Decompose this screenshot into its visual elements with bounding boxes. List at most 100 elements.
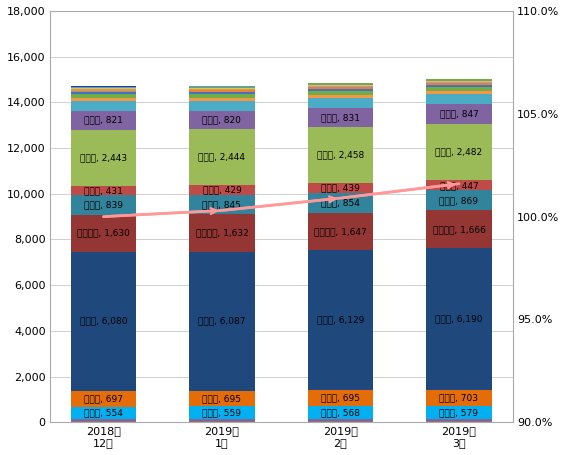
Bar <box>426 210 492 248</box>
Text: 神奈川県, 1,630: 神奈川県, 1,630 <box>77 229 130 238</box>
Bar <box>189 390 255 406</box>
Bar <box>426 87 492 91</box>
Text: 神奈川県, 1,666: 神奈川県, 1,666 <box>432 225 486 234</box>
Bar <box>308 183 373 193</box>
Bar <box>71 186 136 195</box>
Text: 千葉県, 697: 千葉県, 697 <box>84 394 123 403</box>
Bar <box>71 111 136 130</box>
Bar <box>308 86 373 87</box>
Bar <box>71 195 136 215</box>
Text: 京都府, 447: 京都府, 447 <box>440 181 478 190</box>
Bar <box>71 391 136 407</box>
Bar <box>71 421 136 422</box>
Bar <box>308 84 373 85</box>
Bar <box>189 185 255 195</box>
Bar <box>426 83 492 85</box>
Text: 神奈川県, 1,632: 神奈川県, 1,632 <box>195 228 248 238</box>
Text: 大阪府, 2,443: 大阪府, 2,443 <box>80 153 127 162</box>
Bar <box>189 129 255 185</box>
Bar <box>308 419 373 420</box>
Bar <box>71 95 136 98</box>
Bar <box>189 111 255 129</box>
Text: 千葉県, 703: 千葉県, 703 <box>440 394 478 402</box>
Text: 兵庫県, 831: 兵庫県, 831 <box>321 113 360 122</box>
Text: 埼玉県, 579: 埼玉県, 579 <box>440 408 478 417</box>
Bar <box>189 406 255 419</box>
Text: 京都府, 431: 京都府, 431 <box>84 186 123 195</box>
Bar <box>71 130 136 186</box>
Text: 兵庫県, 820: 兵庫県, 820 <box>203 116 241 124</box>
Bar <box>189 86 255 87</box>
Bar <box>308 108 373 127</box>
Bar <box>189 92 255 94</box>
Text: 兵庫県, 821: 兵庫県, 821 <box>84 116 123 125</box>
Bar <box>426 80 492 81</box>
Text: 千葉県, 695: 千葉県, 695 <box>203 394 242 403</box>
Bar <box>426 82 492 83</box>
Bar <box>71 98 136 101</box>
Bar <box>308 421 373 422</box>
Bar <box>71 92 136 95</box>
Text: 京都府, 429: 京都府, 429 <box>203 186 241 194</box>
Text: 愛知県, 854: 愛知県, 854 <box>321 198 360 207</box>
Bar <box>426 406 492 419</box>
Bar <box>426 94 492 104</box>
Text: 愛知県, 839: 愛知県, 839 <box>84 201 123 209</box>
Bar <box>71 101 136 111</box>
Bar <box>189 101 255 111</box>
Bar <box>308 87 373 89</box>
Text: 埼玉県, 559: 埼玉県, 559 <box>203 409 242 417</box>
Bar <box>308 406 373 419</box>
Bar <box>308 212 373 250</box>
Text: 愛知県, 845: 愛知県, 845 <box>203 200 241 209</box>
Bar <box>426 79 492 80</box>
Bar <box>189 421 255 422</box>
Bar <box>426 420 492 421</box>
Text: 東京都, 6,190: 東京都, 6,190 <box>435 314 483 324</box>
Text: 京都府, 439: 京都府, 439 <box>321 183 360 192</box>
Text: 神奈川県, 1,647: 神奈川県, 1,647 <box>314 227 367 236</box>
Text: 千葉県, 695: 千葉県, 695 <box>321 394 360 403</box>
Text: 東京都, 6,087: 東京都, 6,087 <box>198 317 246 326</box>
Text: 兵庫県, 847: 兵庫県, 847 <box>440 109 478 118</box>
Bar <box>426 421 492 422</box>
Bar <box>71 215 136 252</box>
Bar <box>308 390 373 406</box>
Bar <box>71 90 136 91</box>
Text: 埼玉県, 568: 埼玉県, 568 <box>321 408 360 417</box>
Text: 大阪府, 2,482: 大阪府, 2,482 <box>435 147 483 157</box>
Bar <box>308 91 373 95</box>
Bar <box>189 214 255 252</box>
Bar <box>189 420 255 421</box>
Text: 大阪府, 2,444: 大阪府, 2,444 <box>199 153 246 162</box>
Bar <box>71 420 136 421</box>
Bar <box>189 252 255 390</box>
Text: 東京都, 6,129: 東京都, 6,129 <box>317 316 364 325</box>
Bar <box>189 195 255 214</box>
Text: 愛知県, 869: 愛知県, 869 <box>440 196 478 205</box>
Bar <box>189 419 255 420</box>
Bar <box>426 123 492 180</box>
Bar <box>426 85 492 87</box>
Bar <box>189 94 255 98</box>
Bar <box>189 87 255 88</box>
Bar <box>426 91 492 94</box>
Bar <box>308 83 373 84</box>
Bar <box>426 419 492 420</box>
Bar <box>308 89 373 91</box>
Bar <box>308 85 373 86</box>
Bar <box>189 88 255 89</box>
Bar <box>71 407 136 420</box>
Bar <box>426 390 492 406</box>
Text: 埼玉県, 554: 埼玉県, 554 <box>84 409 123 418</box>
Text: 東京都, 6,080: 東京都, 6,080 <box>80 317 127 326</box>
Bar <box>71 91 136 92</box>
Bar <box>71 86 136 87</box>
Bar <box>189 90 255 92</box>
Bar <box>308 127 373 183</box>
Bar <box>71 87 136 88</box>
Bar <box>308 420 373 421</box>
Bar <box>426 81 492 82</box>
Bar <box>71 88 136 90</box>
Bar <box>308 193 373 212</box>
